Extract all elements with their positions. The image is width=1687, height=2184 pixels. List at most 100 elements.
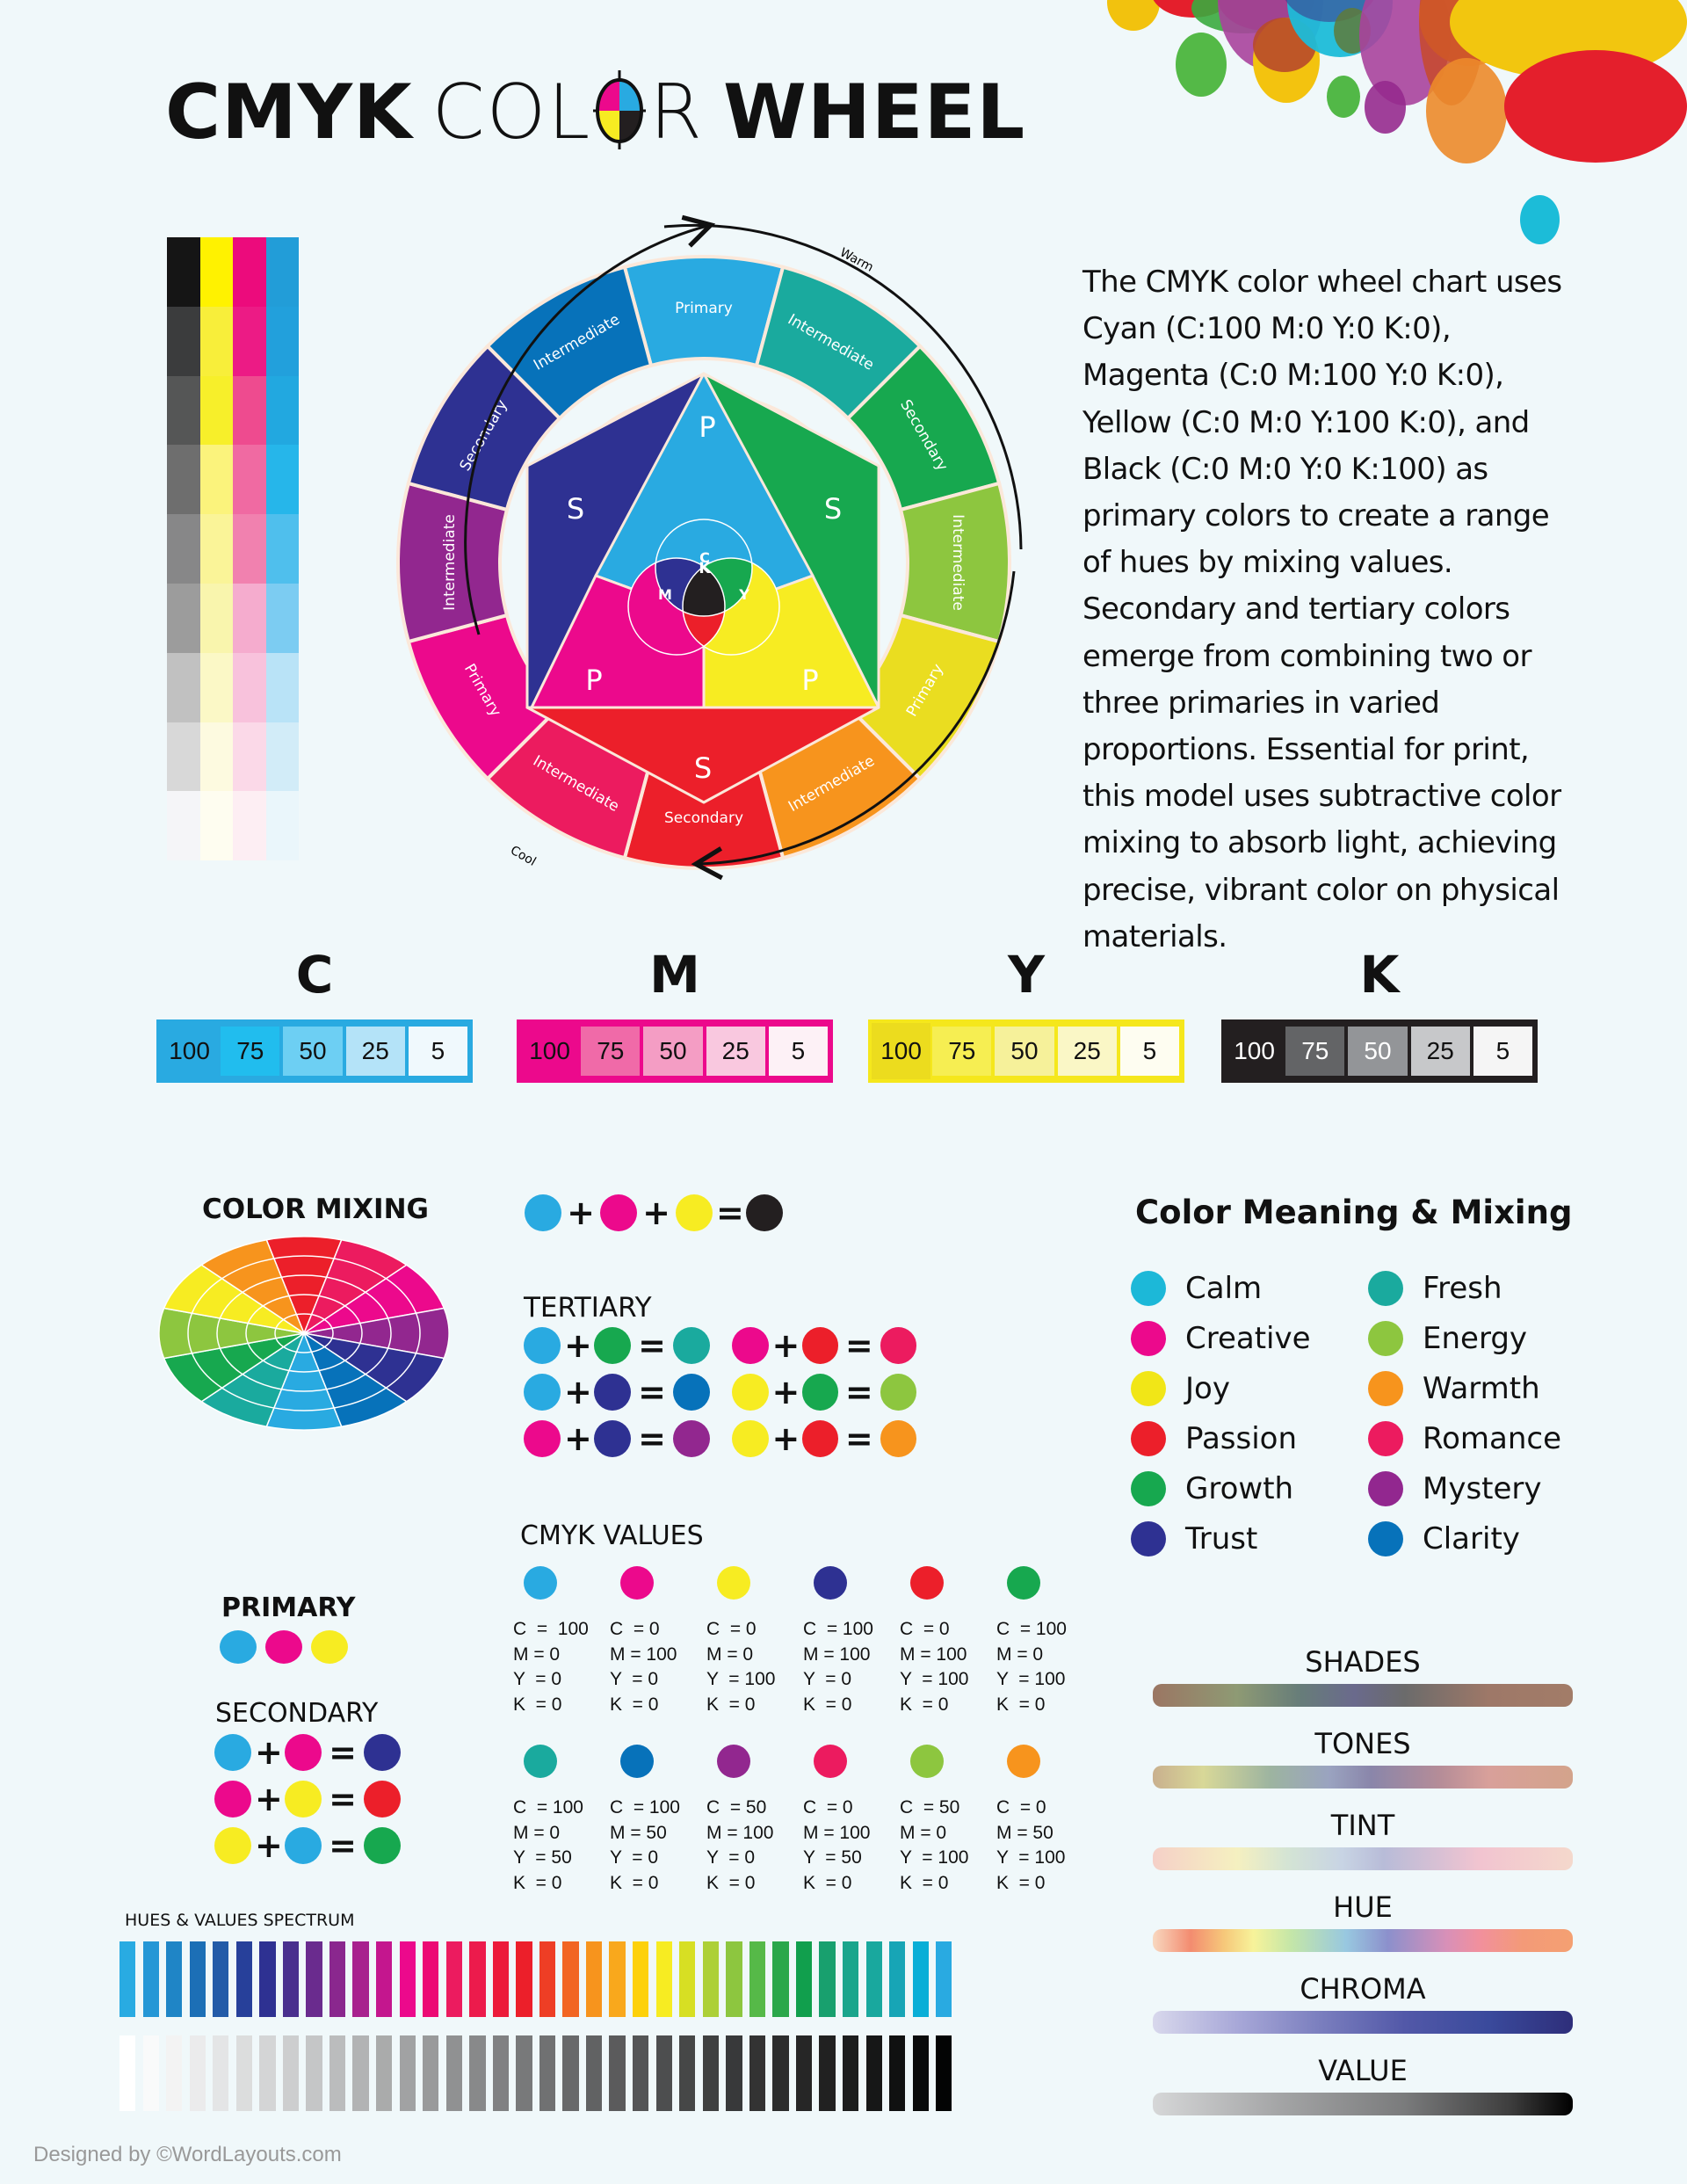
tone-swatch (199, 791, 233, 861)
hue-bar (445, 1941, 462, 2017)
color-mixing-wheel (158, 1236, 450, 1431)
meaning-label: Mystery (1423, 1471, 1542, 1506)
color-dot (801, 1374, 838, 1411)
result-color-dot (880, 1420, 917, 1457)
tone-swatch (199, 237, 233, 307)
tone-swatch (265, 514, 299, 584)
color-dot (525, 1194, 561, 1231)
color-dot (1131, 1471, 1166, 1506)
scale-cell: 25 (1410, 1027, 1470, 1076)
c-value: C = 0 (803, 1797, 853, 1818)
hue-bar (352, 1941, 369, 2017)
color-dot (732, 1420, 769, 1457)
k-value: K = 0 (706, 1694, 756, 1715)
tertiary-equation: + = (732, 1419, 917, 1458)
scale-cell: 50 (1348, 1027, 1408, 1076)
result-color-dot (673, 1374, 710, 1411)
value-bar (282, 2035, 300, 2111)
tone-swatch (199, 514, 233, 584)
value-bar (936, 2035, 952, 2111)
color-dot (285, 1734, 322, 1771)
scale-cell: 75 (581, 1027, 641, 1076)
secondary-heading: SECONDARY (215, 1698, 379, 1729)
title-cmyk: CMYK (165, 69, 413, 156)
primary-swatch (265, 1630, 302, 1664)
color-mixing-heading: COLOR MIXING (202, 1194, 429, 1225)
wheel-segment-label: Intermediate (949, 514, 967, 611)
hue-bar (865, 1941, 882, 2017)
bubble-decoration (1520, 195, 1560, 244)
color-dot (285, 1827, 322, 1864)
scale-letter-y: Y (1008, 945, 1045, 1005)
c-value: C = 100 (803, 1619, 873, 1639)
color-dot (814, 1745, 847, 1778)
c-value: C = 0 (996, 1797, 1046, 1818)
equals-sign: = (638, 1326, 666, 1365)
hue-bar (119, 1941, 136, 2017)
primary-swatch (311, 1630, 348, 1664)
value-bar (166, 2035, 183, 2111)
result-color-dot (746, 1194, 783, 1231)
value-bar (235, 2035, 253, 2111)
value-bar (423, 2035, 439, 2111)
m-value: M = 50 (610, 1822, 667, 1843)
equals-sign: = (638, 1373, 666, 1411)
meaning-label: Fresh (1423, 1271, 1502, 1306)
gradient-label: TINT (1330, 1809, 1395, 1842)
color-dot (1368, 1271, 1403, 1306)
c-value: C = 0 (610, 1619, 660, 1639)
color-dot (214, 1734, 251, 1771)
tone-swatch (233, 583, 266, 653)
color-dot (524, 1420, 561, 1457)
value-bar (726, 2035, 742, 2111)
m-value: M = 100 (900, 1643, 967, 1665)
color-dot (1131, 1521, 1166, 1556)
color-dot (717, 1745, 750, 1778)
tone-swatch (167, 722, 200, 792)
color-dot (620, 1745, 654, 1778)
tone-swatch (199, 652, 233, 722)
tone-swatch (167, 306, 200, 376)
color-dot (676, 1194, 713, 1231)
value-bar (772, 2035, 789, 2111)
k-value: K = 0 (513, 1694, 562, 1715)
tone-swatch (199, 583, 233, 653)
color-dot (524, 1327, 561, 1364)
y-value: Y = 0 (803, 1669, 852, 1690)
meaning-fresh: Fresh (1368, 1271, 1570, 1306)
scale-cell: 50 (643, 1027, 703, 1076)
cyan-primary-label: P (699, 410, 715, 444)
gradient-label: VALUE (1318, 2054, 1408, 2087)
value-bar (119, 2035, 136, 2111)
result-color-dot (673, 1420, 710, 1457)
tone-swatch (233, 514, 266, 584)
tone-swatch (233, 445, 266, 515)
cool-label: Cool (508, 844, 539, 869)
tone-swatch (167, 514, 200, 584)
c-value: C = 50 (706, 1797, 767, 1818)
color-dot (1131, 1421, 1166, 1456)
cmyk-value-item: C = 100 M = 50 Y = 0 K = 0 (610, 1745, 706, 1896)
scale-cell: 100 (1225, 1023, 1285, 1079)
y-value: Y = 100 (706, 1669, 776, 1690)
wheel-segment (485, 265, 654, 421)
gradient-value: VALUE (1148, 2054, 1578, 2136)
k-value: K = 0 (803, 1872, 852, 1893)
meaning-label: Creative (1185, 1321, 1311, 1356)
equals-sign: = (844, 1419, 873, 1458)
plus-sign: + (771, 1326, 800, 1365)
secondary-equation: + = (214, 1826, 401, 1865)
color-dot (594, 1420, 631, 1457)
tone-swatch (167, 375, 200, 446)
hue-bar (795, 1941, 813, 2017)
hue-bar (142, 1941, 159, 2017)
scale-cell: 50 (283, 1027, 343, 1076)
result-color-dot (364, 1827, 401, 1864)
venn-k-label: K (699, 560, 711, 577)
color-dot (732, 1374, 769, 1411)
scale-y: 100 75 50 25 5 (868, 1019, 1184, 1083)
scale-letter-c: C (295, 945, 334, 1005)
tone-swatch (167, 445, 200, 515)
meaning-heading: Color Meaning & Mixing (1135, 1194, 1573, 1231)
color-dot (594, 1374, 631, 1411)
